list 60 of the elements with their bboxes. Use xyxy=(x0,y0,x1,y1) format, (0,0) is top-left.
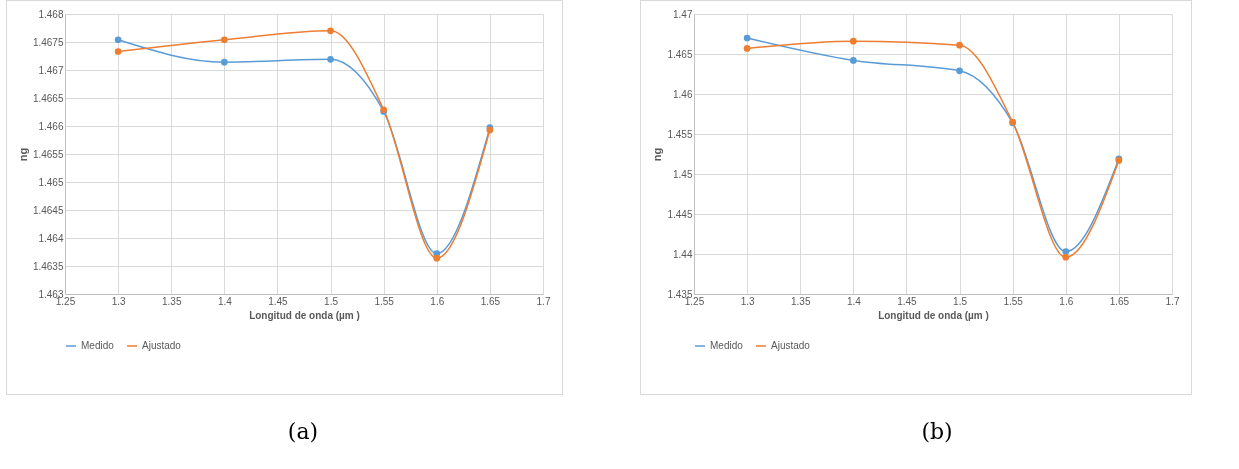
x-tick-label: 1.4 xyxy=(217,295,233,307)
x-axis-title: Longitud de onda (µm ) xyxy=(878,309,989,321)
point xyxy=(743,45,751,52)
y-axis-title: ng xyxy=(651,147,664,162)
y-tick-label: 1.445 xyxy=(667,208,693,220)
text: (b) xyxy=(920,419,954,444)
point xyxy=(114,36,122,44)
y-tick-label: 1.467 xyxy=(38,64,64,76)
y-tick-label: 1.45 xyxy=(673,168,693,180)
point xyxy=(1062,253,1070,261)
point xyxy=(849,37,857,45)
x-tick-label: 1.7 xyxy=(1165,295,1180,307)
x-tick-label: 1.7 xyxy=(536,295,551,307)
y-tick-label: 1.465 xyxy=(667,48,693,60)
point xyxy=(327,27,334,35)
x-tick-label: 1.6 xyxy=(430,295,445,307)
y-tick-label: 1.44 xyxy=(673,248,693,260)
point xyxy=(956,41,963,49)
x-axis-title: Longitud de onda (µm ) xyxy=(249,309,360,321)
point xyxy=(433,254,441,262)
y-tick-label: 1.455 xyxy=(667,128,693,140)
legend-label: Ajustado xyxy=(771,340,811,351)
x-tick-label: 1.45 xyxy=(897,295,918,307)
y-tick-label: 1.466 xyxy=(38,120,64,132)
x-tick-label: 1.35 xyxy=(161,295,182,307)
legend-label: Ajustado xyxy=(142,340,182,351)
y-tick-label: 1.464 xyxy=(38,232,64,244)
y-tick-label: 1.4635 xyxy=(32,260,64,272)
x-tick-label: 1.3 xyxy=(740,295,755,307)
point xyxy=(220,36,228,44)
text: (a) xyxy=(286,419,320,444)
x-tick-label: 1.65 xyxy=(1109,295,1130,307)
x-tick-label: 1.45 xyxy=(268,295,289,307)
point xyxy=(1062,248,1070,255)
y-axis-title: ng xyxy=(16,147,29,162)
x-tick-label: 1.4 xyxy=(846,295,862,307)
legend-label: Medido xyxy=(710,340,744,351)
point xyxy=(743,34,751,42)
y-tick-label: 1.4645 xyxy=(32,204,64,216)
legend-label: Medido xyxy=(81,340,115,351)
x-tick-label: 1.5 xyxy=(324,295,339,307)
x-tick-label: 1.35 xyxy=(790,295,811,307)
point xyxy=(114,48,122,55)
point xyxy=(220,58,228,66)
x-tick-label: 1.55 xyxy=(1003,295,1024,307)
x-tick-label: 1.55 xyxy=(374,295,395,307)
y-tick-label: 1.4655 xyxy=(32,148,64,160)
x-tick-label: 1.3 xyxy=(111,295,126,307)
x-tick-label: 1.65 xyxy=(480,295,501,307)
x-tick-label: 1.6 xyxy=(1059,295,1074,307)
y-tick-label: 1.468 xyxy=(38,8,64,20)
y-tick-label: 1.46 xyxy=(673,88,693,100)
y-tick-label: 1.47 xyxy=(673,8,693,20)
point xyxy=(956,67,963,75)
y-tick-label: 1.4675 xyxy=(32,36,64,48)
x-tick-label: 1.5 xyxy=(953,295,968,307)
point xyxy=(327,56,334,63)
point xyxy=(849,57,857,64)
y-tick-label: 1.4665 xyxy=(32,92,64,104)
y-tick-label: 1.465 xyxy=(38,176,64,188)
